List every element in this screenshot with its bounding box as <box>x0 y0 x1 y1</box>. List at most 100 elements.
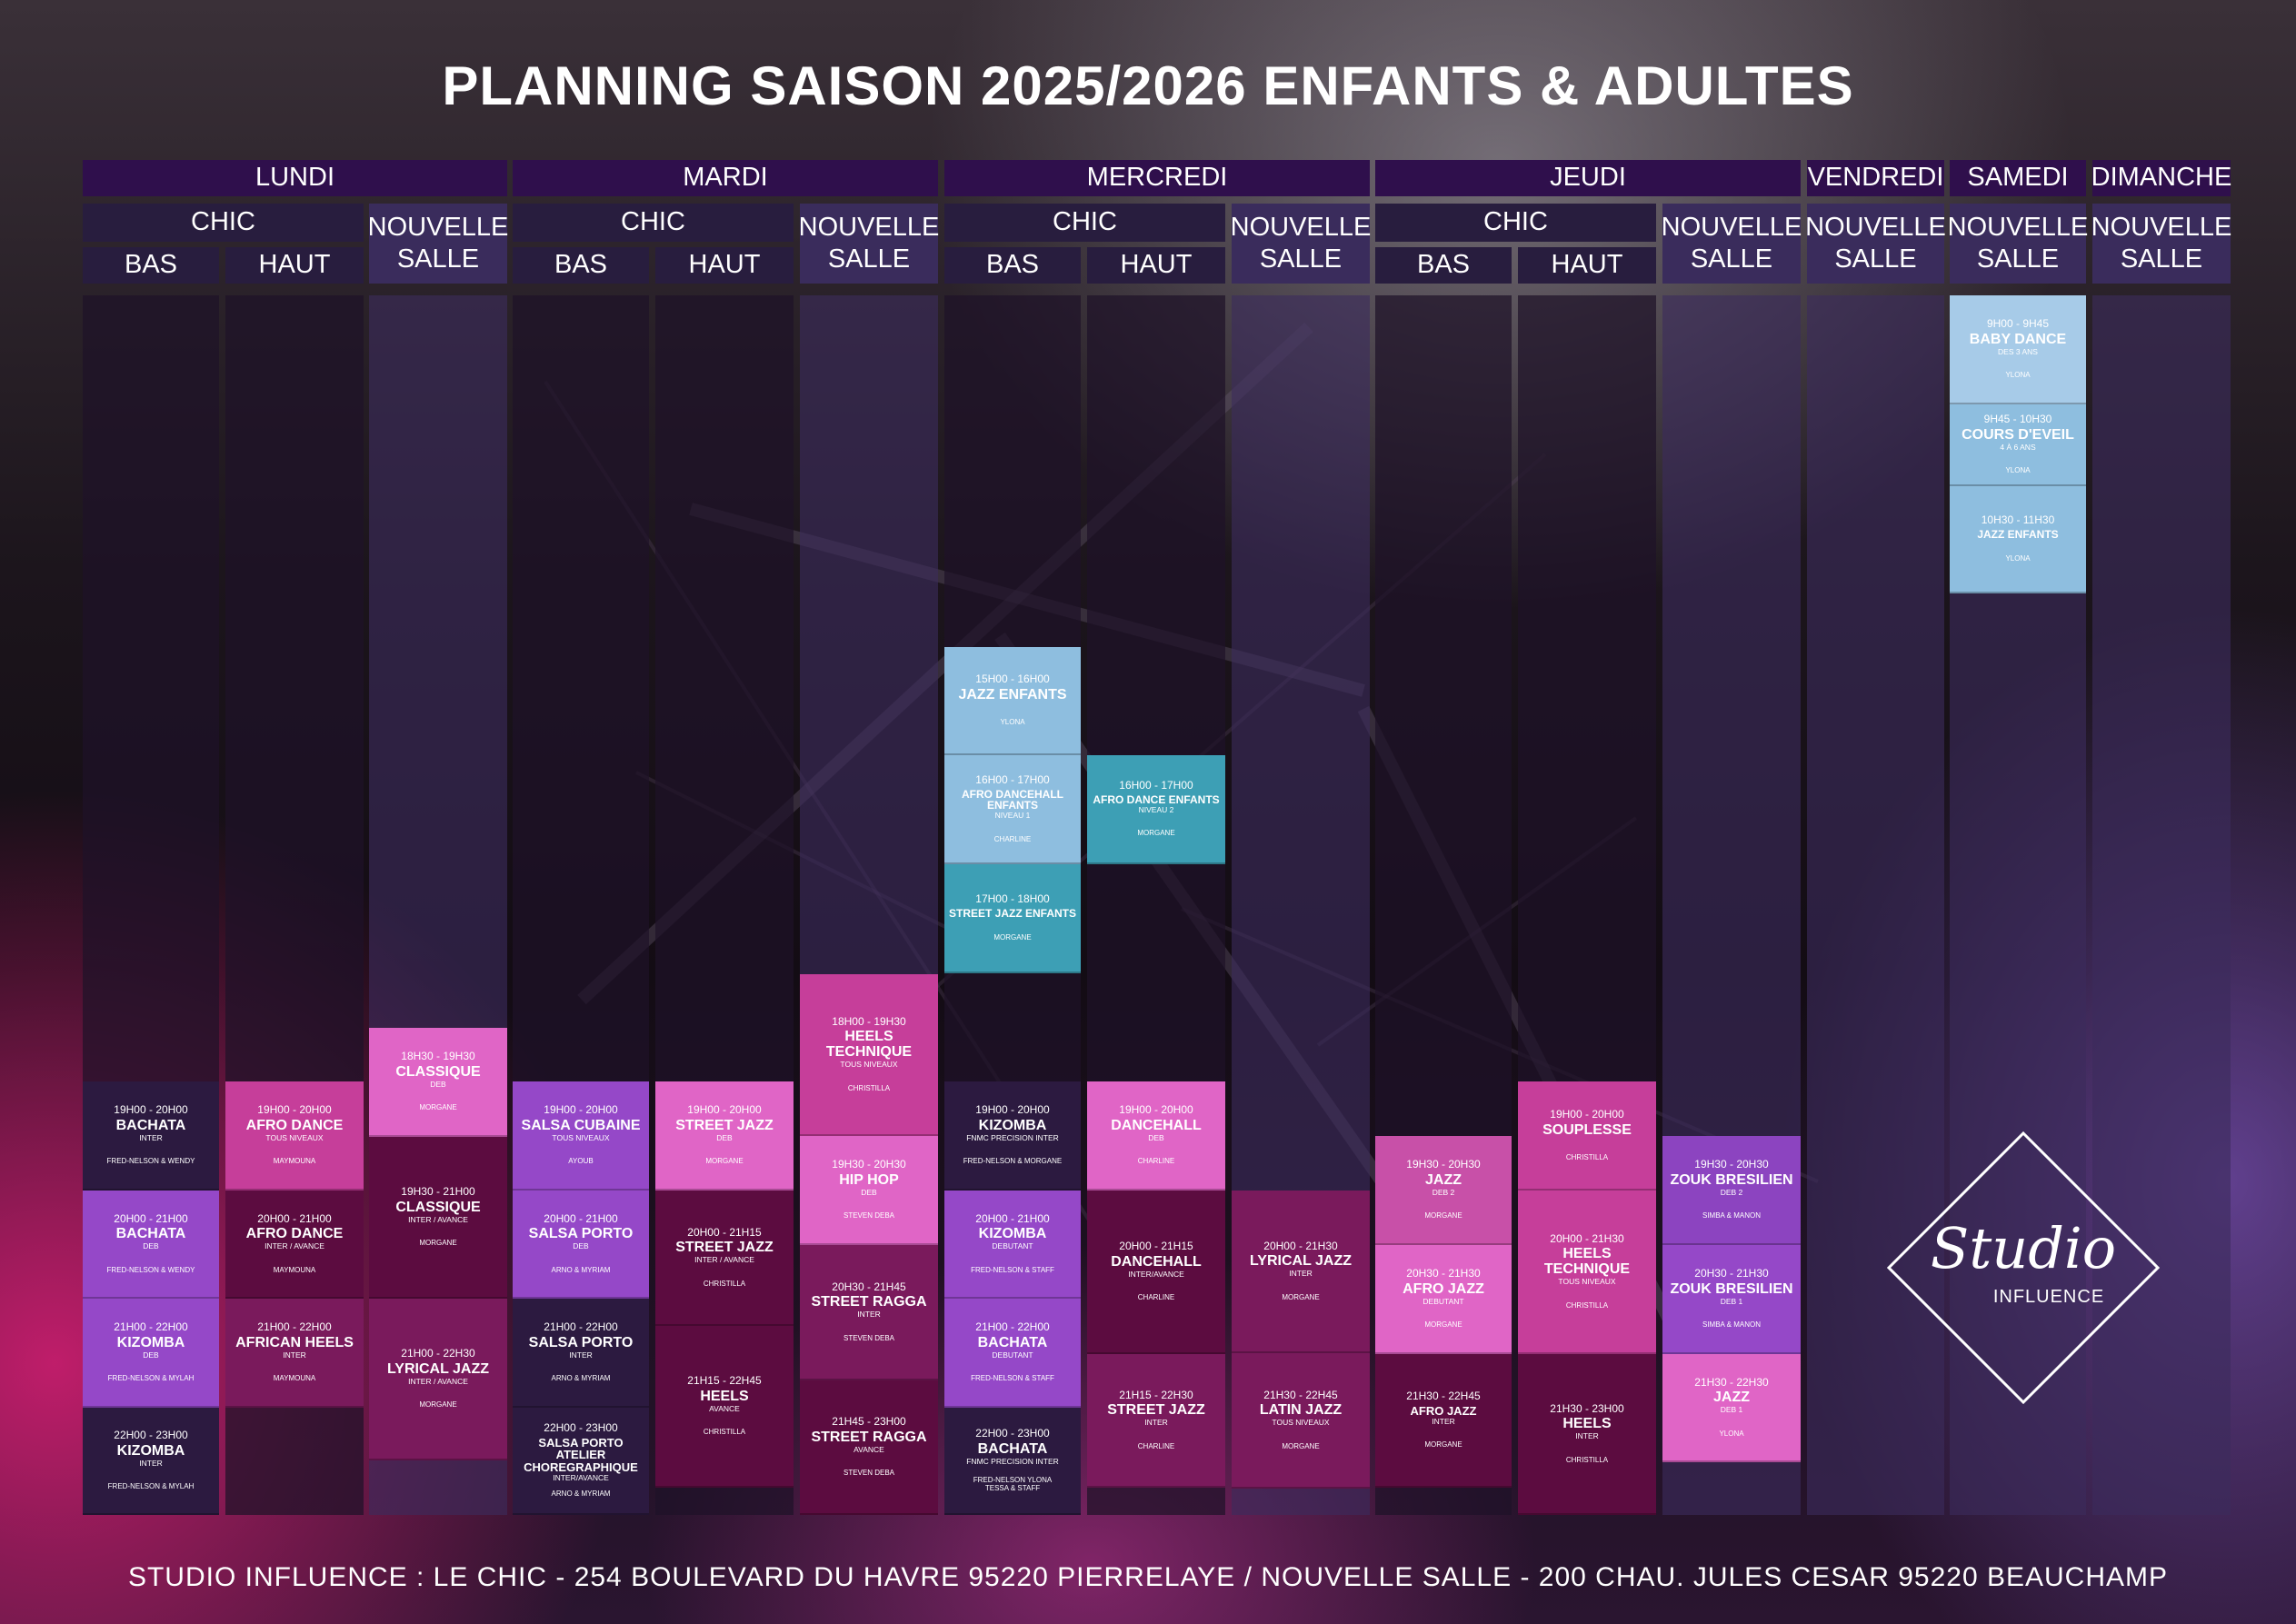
day-header-vendredi: VENDREDI <box>1807 160 1944 196</box>
course-time: 10H30 - 11H30 <box>1981 513 2055 526</box>
course-card[interactable]: 19H30 - 20H30 HIP HOP DEB STEVEN DEBA <box>800 1136 938 1245</box>
course-card[interactable]: 20H30 - 21H45 STREET RAGGA INTER STEVEN … <box>800 1245 938 1380</box>
course-teacher: YLONA <box>2005 371 2031 380</box>
course-level: NIVEAU 1 <box>994 810 1031 820</box>
footer-address: STUDIO INFLUENCE : LE CHIC - 254 BOULEVA… <box>127 1562 2169 1592</box>
course-card[interactable]: 9H45 - 10H30 COURS D'EVEIL 4 À 6 ANS YLO… <box>1950 404 2086 486</box>
course-card[interactable]: 21H15 - 22H45 HEELS AVANCE CHRISTILLA <box>655 1326 794 1488</box>
course-teacher: FRED-NELSON & STAFF <box>971 1374 1054 1383</box>
course-name: AFRO JAZZ <box>1403 1280 1484 1297</box>
course-level: DEB <box>861 1187 877 1197</box>
venue-header-chic: CHIC <box>83 204 364 242</box>
course-time: 19H00 - 20H00 <box>114 1103 188 1117</box>
course-teacher: ARNO & MYRIAM <box>551 1489 611 1499</box>
course-card[interactable]: 19H00 - 20H00 BACHATA INTER FRED-NELSON … <box>83 1081 219 1191</box>
course-level: FNMC PRECISION INTER <box>966 1456 1059 1466</box>
course-card[interactable]: 16H00 - 17H00 AFRO DANCE ENFANTS NIVEAU … <box>1087 755 1225 864</box>
course-card[interactable]: 20H00 - 21H00 BACHATA DEB FRED-NELSON & … <box>83 1191 219 1299</box>
column-vendredi-nouvelle-salle <box>1807 295 1944 1515</box>
label-nouvelle: NOUVELLE <box>1947 212 2089 242</box>
course-card[interactable]: 20H00 - 21H30 HEELS TECHNIQUE TOUS NIVEA… <box>1518 1191 1656 1354</box>
course-teacher: CHRISTILLA <box>1565 1152 1609 1161</box>
course-name: AFRO DANCE <box>245 1117 344 1133</box>
course-card[interactable]: 21H30 - 23H00 HEELS INTER CHRISTILLA <box>1518 1354 1656 1515</box>
course-card[interactable]: 21H30 - 22H45 LATIN JAZZ TOUS NIVEAUX MO… <box>1232 1353 1370 1489</box>
course-level: INTER / AVANCE <box>408 1376 468 1386</box>
course-card[interactable]: 21H00 - 22H00 SALSA PORTO INTER ARNO & M… <box>513 1299 649 1408</box>
course-teacher: YLONA <box>2005 466 2031 475</box>
course-card[interactable]: 21H00 - 22H00 AFRICAN HEELS INTER MAYMOU… <box>225 1299 364 1408</box>
course-time: 16H00 - 17H00 <box>1119 779 1193 792</box>
course-card[interactable]: 21H00 - 22H00 BACHATA DEBUTANT FRED-NELS… <box>944 1299 1081 1408</box>
course-teacher: FRED-NELSON & WENDY <box>106 1265 195 1274</box>
course-card[interactable]: 19H00 - 20H00 SALSA CUBAINE TOUS NIVEAUX… <box>513 1081 649 1191</box>
course-level: DEB <box>573 1241 589 1251</box>
course-card[interactable]: 20H00 - 21H00 SALSA PORTO DEB ARNO & MYR… <box>513 1191 649 1299</box>
course-card[interactable]: 22H00 - 23H00 SALSA PORTO ATELIER CHOREG… <box>513 1408 649 1515</box>
course-time: 19H00 - 20H00 <box>1550 1107 1624 1121</box>
course-card[interactable]: 17H00 - 18H00 STREET JAZZ ENFANTS MORGAN… <box>944 864 1081 973</box>
course-card[interactable]: 21H45 - 23H00 STREET RAGGA AVANCE STEVEN… <box>800 1380 938 1515</box>
course-card[interactable]: 20H00 - 21H15 DANCEHALL INTER/AVANCE CHA… <box>1087 1191 1225 1354</box>
course-level: INTER / AVANCE <box>408 1214 468 1224</box>
label-nouvelle: NOUVELLE <box>798 212 940 242</box>
course-card[interactable]: 9H00 - 9H45 BABY DANCE DES 3 ANS YLONA <box>1950 295 2086 404</box>
course-time: 19H30 - 20H30 <box>1406 1158 1481 1171</box>
course-card[interactable]: 19H30 - 20H30 ZOUK BRESILIEN DEB 2 SIMBA… <box>1662 1136 1801 1245</box>
course-card[interactable]: 20H30 - 21H30 ZOUK BRESILIEN DEB 1 SIMBA… <box>1662 1245 1801 1354</box>
course-teacher: STEVEN DEBA <box>843 1469 894 1478</box>
course-time: 21H00 - 22H00 <box>257 1320 332 1334</box>
course-name: DANCEHALL <box>1111 1253 1202 1270</box>
course-card[interactable]: 21H15 - 22H30 STREET JAZZ INTER CHARLINE <box>1087 1354 1225 1488</box>
course-card[interactable]: 18H30 - 19H30 CLASSIQUE DEB MORGANE <box>369 1028 507 1137</box>
room-header-haut: HAUT <box>1087 247 1225 284</box>
course-level: INTER / AVANCE <box>265 1241 324 1251</box>
course-teacher: YLONA <box>2005 554 2031 563</box>
course-teacher: YLONA <box>1719 1429 1744 1438</box>
course-time: 20H00 - 21H15 <box>687 1225 762 1239</box>
course-card[interactable]: 18H00 - 19H30 HEELS TECHNIQUE TOUS NIVEA… <box>800 974 938 1136</box>
course-card[interactable]: 19H30 - 21H00 CLASSIQUE INTER / AVANCE M… <box>369 1137 507 1299</box>
course-level: INTER <box>569 1350 593 1360</box>
course-card[interactable]: 22H00 - 23H00 BACHATA FNMC PRECISION INT… <box>944 1408 1081 1515</box>
course-card[interactable]: 19H00 - 20H00 SOUPLESSE CHRISTILLA <box>1518 1081 1656 1191</box>
course-time: 21H00 - 22H00 <box>114 1320 188 1334</box>
course-card[interactable]: 21H00 - 22H00 KIZOMBA DEB FRED-NELSON & … <box>83 1299 219 1408</box>
course-name: CLASSIQUE <box>395 1063 481 1080</box>
course-level: DEBUTANT <box>992 1350 1033 1360</box>
course-card[interactable]: 21H00 - 22H30 LYRICAL JAZZ INTER / AVANC… <box>369 1299 507 1460</box>
course-card[interactable]: 19H00 - 20H00 DANCEHALL DEB CHARLINE <box>1087 1081 1225 1191</box>
course-level: INTER <box>283 1350 306 1360</box>
course-card[interactable]: 20H30 - 21H30 AFRO JAZZ DEBUTANT MORGANE <box>1375 1245 1512 1354</box>
course-card[interactable]: 20H00 - 21H15 STREET JAZZ INTER / AVANCE… <box>655 1191 794 1326</box>
course-card[interactable]: 20H00 - 21H00 KIZOMBA DEBUTANT FRED-NELS… <box>944 1191 1081 1299</box>
course-card[interactable]: 21H30 - 22H30 JAZZ DEB 1 YLONA <box>1662 1354 1801 1462</box>
course-teacher: MORGANE <box>1424 1440 1462 1450</box>
room-header-bas: BAS <box>944 247 1081 284</box>
label-salle: SALLE <box>1259 244 1343 274</box>
course-card[interactable]: 20H00 - 21H30 LYRICAL JAZZ INTER MORGANE <box>1232 1191 1370 1353</box>
course-card[interactable]: 19H00 - 20H00 AFRO DANCE TOUS NIVEAUX MA… <box>225 1081 364 1191</box>
course-teacher: SIMBA & MANON <box>1702 1211 1761 1220</box>
course-card[interactable]: 22H00 - 23H00 KIZOMBA INTER FRED-NELSON … <box>83 1408 219 1515</box>
course-card[interactable]: 19H00 - 20H00 STREET JAZZ DEB MORGANE <box>655 1081 794 1191</box>
course-card[interactable]: 19H00 - 20H00 KIZOMBA FNMC PRECISION INT… <box>944 1081 1081 1191</box>
course-teacher: FRED-NELSON & WENDY <box>106 1157 195 1166</box>
course-card[interactable]: 10H30 - 11H30 JAZZ ENFANTS YLONA <box>1950 486 2086 593</box>
course-card[interactable]: 15H00 - 16H00 JAZZ ENFANTS YLONA <box>944 647 1081 755</box>
course-time: 21H30 - 22H30 <box>1694 1375 1769 1389</box>
course-name: SALSA PORTO <box>528 1334 634 1350</box>
course-card[interactable]: 19H30 - 20H30 JAZZ DEB 2 MORGANE <box>1375 1136 1512 1245</box>
course-card[interactable]: 16H00 - 17H00 AFRO DANCEHALL ENFANTS NIV… <box>944 755 1081 864</box>
course-time: 20H00 - 21H30 <box>1550 1231 1624 1245</box>
course-teacher: YLONA <box>1000 718 1025 726</box>
course-teacher: CHARLINE <box>1137 1293 1175 1302</box>
course-teacher: FRED-NELSON & STAFF <box>971 1265 1054 1274</box>
course-name: ZOUK BRESILIEN <box>1670 1171 1793 1188</box>
course-teacher: MORGANE <box>419 1400 457 1410</box>
course-level: INTER <box>1289 1269 1313 1279</box>
course-card[interactable]: 20H00 - 21H00 AFRO DANCE INTER / AVANCE … <box>225 1191 364 1299</box>
course-level: DEB <box>143 1241 159 1251</box>
course-card[interactable]: 21H30 - 22H45 AFRO JAZZ INTER MORGANE <box>1375 1354 1512 1488</box>
course-name: HEELS <box>1562 1416 1612 1432</box>
